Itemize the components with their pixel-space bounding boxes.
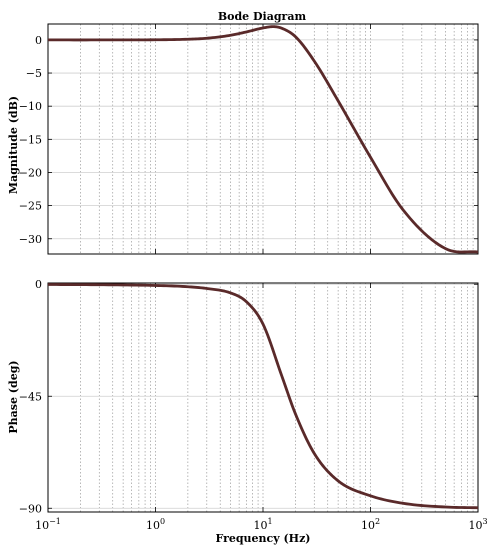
frequency-axis-label: Frequency (Hz) [215, 532, 310, 545]
chart-title: Bode Diagram [218, 10, 307, 23]
magnitude-axis-label: Magnitude (dB) [7, 96, 20, 194]
phase-y-tick-label: −45 [19, 390, 42, 403]
magnitude-y-tick-label: −15 [19, 133, 42, 146]
frequency-x-tick-label: 100 [146, 517, 165, 532]
frequency-x-tick-label: 102 [361, 517, 380, 532]
magnitude-response-curve [48, 25, 478, 254]
frequency-x-tick-label: 103 [468, 517, 487, 532]
magnitude-y-tick-label: 0 [35, 34, 42, 47]
phase-axis-label: Phase (deg) [7, 360, 20, 433]
phase-y-tick-label: −90 [19, 502, 42, 515]
phase-response-curve [48, 283, 478, 510]
phase-axes-frame [47, 282, 479, 513]
magnitude-y-tick-label: −25 [19, 200, 42, 213]
frequency-x-tick-label: 101 [253, 517, 272, 532]
magnitude-y-tick-label: −10 [19, 100, 42, 113]
magnitude-y-tick-label: −30 [19, 233, 42, 246]
magnitude-axes-frame [47, 23, 479, 255]
phase-panel: 0 −45 −90 10−1 100 101 102 103 [19, 278, 488, 532]
frequency-x-tick-label: 10−1 [35, 517, 61, 532]
magnitude-y-tick-label: −5 [26, 67, 42, 80]
phase-y-tick-label: 0 [35, 278, 42, 291]
magnitude-y-tick-label: −20 [19, 166, 42, 179]
magnitude-panel: 0 −5 −10 −15 −20 −25 −30 [19, 23, 479, 255]
